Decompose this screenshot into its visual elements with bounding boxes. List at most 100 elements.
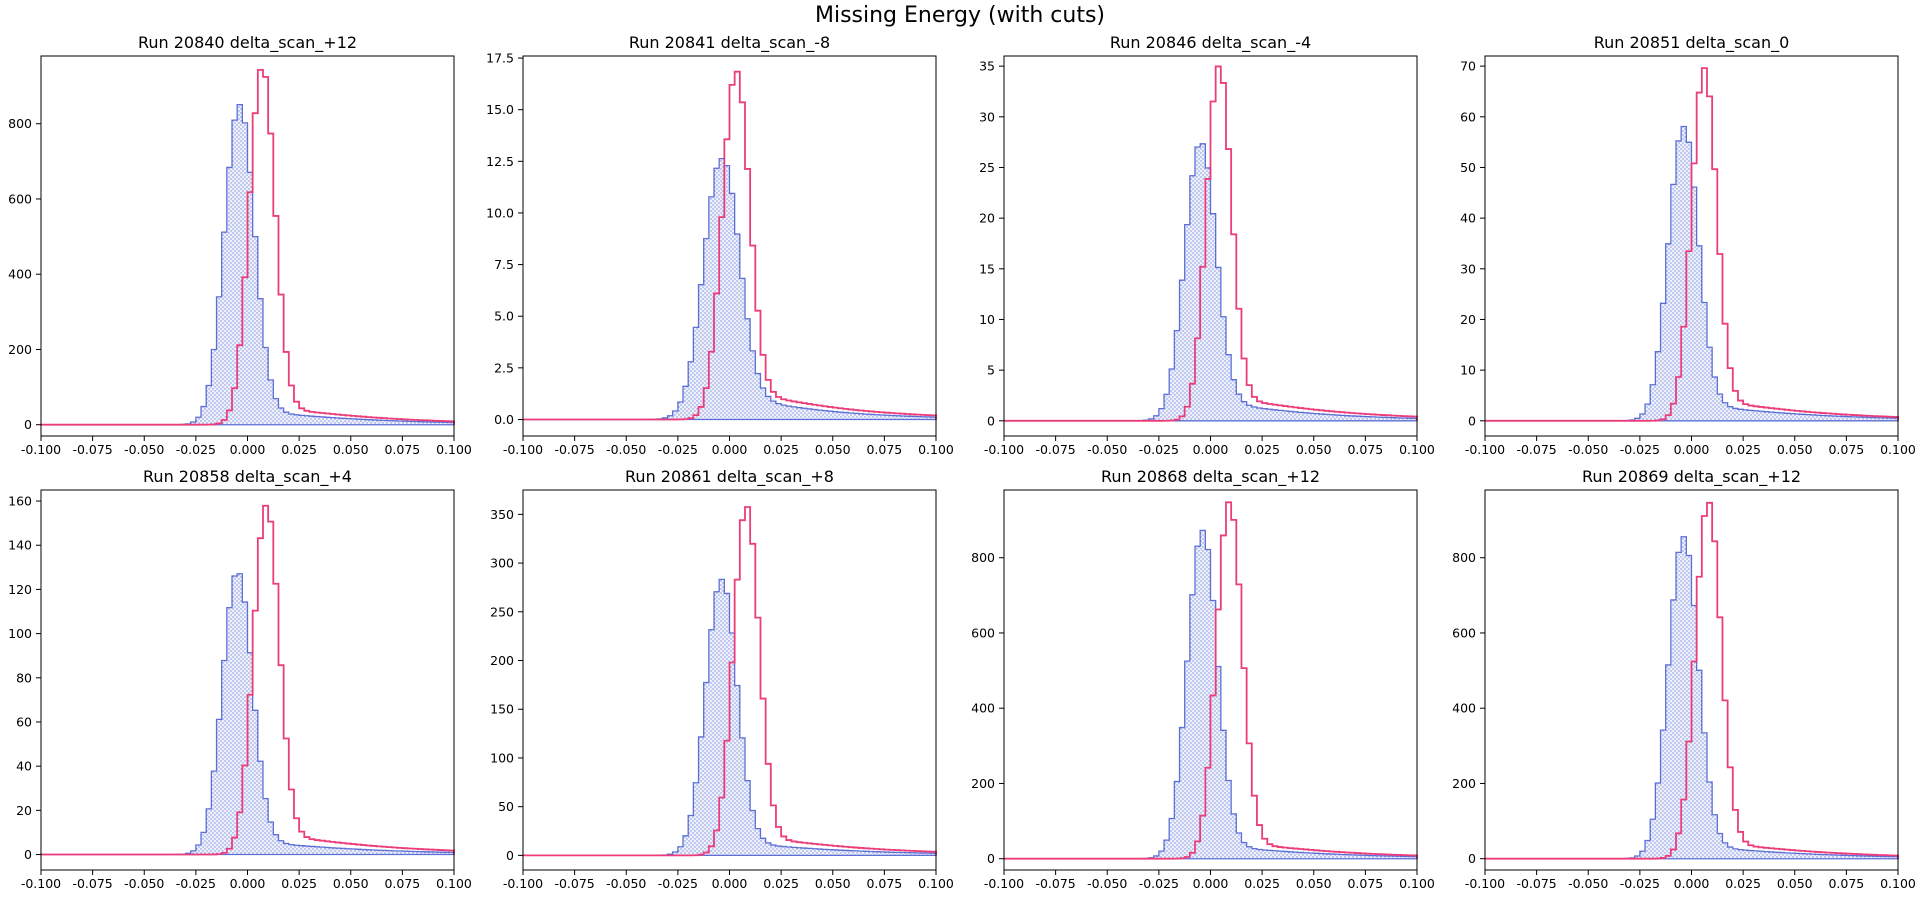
y-tick-label: 10	[979, 312, 995, 327]
x-tick-label: 0.025	[281, 876, 317, 891]
x-tick-label: -0.050	[1087, 876, 1127, 891]
x-tick-label: -0.025	[658, 876, 698, 891]
y-tick-label: 0	[987, 851, 995, 866]
x-tick-label: 0.100	[1880, 442, 1916, 457]
y-tick-label: 600	[971, 625, 995, 640]
y-tick-label: 0	[987, 413, 995, 428]
subplot-title: Run 20851 delta_scan_0	[1594, 33, 1790, 53]
x-tick-label: -0.100	[503, 876, 543, 891]
x-tick-label: 0.100	[1880, 876, 1916, 891]
y-tick-label: 160	[8, 494, 32, 509]
x-tick-label: 0.050	[1777, 876, 1813, 891]
subplot-title: Run 20840 delta_scan_+12	[138, 33, 357, 53]
x-tick-label: 0.000	[1193, 876, 1229, 891]
y-tick-label: 150	[490, 702, 514, 717]
x-tick-label: 0.075	[866, 876, 902, 891]
y-tick-label: 800	[1452, 550, 1476, 565]
x-tick-label: 0.075	[1828, 442, 1864, 457]
x-tick-label: -0.100	[1465, 442, 1505, 457]
x-tick-label: -0.100	[503, 442, 543, 457]
x-tick-label: -0.050	[1087, 442, 1127, 457]
x-tick-label: -0.075	[554, 876, 594, 891]
x-tick-label: 0.050	[815, 442, 851, 457]
y-tick-label: 50	[498, 799, 514, 814]
x-tick-label: 0.025	[1725, 876, 1761, 891]
x-tick-label: 0.025	[1244, 442, 1280, 457]
subplot-5: Run 20858 delta_scan_+4 -0.100 -0.075 -0.05…	[8, 467, 472, 891]
y-tick-label: 400	[8, 267, 32, 282]
y-tick-label: 25	[979, 160, 995, 175]
x-tick-label: 0.100	[1399, 442, 1435, 457]
y-tick-label: 30	[979, 109, 995, 124]
y-tick-label: 140	[8, 538, 32, 553]
histogram-filled-series	[1004, 143, 1418, 422]
x-tick-label: 0.000	[230, 876, 266, 891]
y-tick-label: 10.0	[486, 205, 514, 220]
x-tick-label: 0.050	[1777, 442, 1813, 457]
x-tick-label: -0.075	[554, 442, 594, 457]
y-tick-label: 200	[490, 653, 514, 668]
y-tick-label: 12.5	[486, 154, 514, 169]
x-tick-label: 0.100	[918, 442, 954, 457]
subplot-7: Run 20868 delta_scan_+12 -0.100 -0.075 -0.0…	[971, 467, 1435, 891]
x-tick-label: -0.100	[1465, 876, 1505, 891]
x-tick-label: 0.100	[436, 442, 472, 457]
y-tick-label: 0	[506, 848, 514, 863]
x-tick-label: -0.025	[176, 442, 216, 457]
x-tick-label: -0.100	[21, 442, 61, 457]
histogram-step-series	[522, 70, 937, 421]
x-tick-label: 0.050	[333, 442, 369, 457]
subplot-title: Run 20858 delta_scan_+4	[143, 467, 352, 487]
y-tick-label: 0	[1468, 413, 1476, 428]
y-tick-label: 600	[1452, 625, 1476, 640]
x-tick-label: 0.025	[1244, 876, 1280, 891]
x-tick-label: -0.050	[606, 876, 646, 891]
x-tick-label: -0.050	[606, 442, 646, 457]
histogram-step-series	[1485, 67, 1899, 422]
x-tick-label: 0.000	[712, 442, 748, 457]
y-tick-label: 17.5	[486, 51, 514, 66]
y-tick-label: 600	[8, 191, 32, 206]
subplot-1: Run 20840 delta_scan_+12 -0.100 -0.075 -0.0…	[8, 33, 472, 457]
y-tick-label: 2.5	[494, 360, 514, 375]
x-tick-label: 0.000	[1193, 442, 1229, 457]
subplot-4: Run 20851 delta_scan_0 -0.100 -0.075 -0.050…	[1460, 33, 1916, 457]
x-tick-label: -0.050	[1568, 876, 1608, 891]
y-tick-label: 400	[971, 701, 995, 716]
x-tick-label: -0.075	[1035, 442, 1075, 457]
y-tick-label: 60	[1460, 109, 1476, 124]
x-tick-label: -0.025	[1620, 442, 1660, 457]
y-tick-label: 800	[971, 550, 995, 565]
x-tick-label: -0.100	[984, 876, 1024, 891]
x-tick-label: 0.050	[1296, 876, 1332, 891]
x-tick-label: -0.050	[1568, 442, 1608, 457]
y-tick-label: 0.0	[494, 412, 514, 427]
y-tick-label: 15	[979, 261, 995, 276]
x-tick-label: -0.075	[72, 876, 112, 891]
y-tick-label: 350	[490, 507, 514, 522]
x-tick-label: -0.075	[72, 442, 112, 457]
y-tick-label: 20	[16, 803, 32, 818]
subplot-6: Run 20861 delta_scan_+8 -0.100 -0.075 -0.05…	[490, 467, 954, 891]
x-tick-label: 0.050	[815, 876, 851, 891]
x-tick-label: 0.025	[763, 876, 799, 891]
y-tick-label: 5.0	[494, 309, 514, 324]
x-tick-label: -0.025	[658, 442, 698, 457]
y-tick-label: 5	[987, 363, 995, 378]
histogram-step-series	[1484, 501, 1899, 860]
x-tick-label: 0.100	[918, 876, 954, 891]
subplot-title: Run 20841 delta_scan_-8	[629, 33, 830, 53]
y-tick-label: 30	[1460, 261, 1476, 276]
x-tick-label: 0.025	[1725, 442, 1761, 457]
histogram-step-series	[522, 506, 937, 857]
subplot-2: Run 20841 delta_scan_-8 -0.100 -0.075 -0.05…	[486, 33, 954, 457]
x-tick-label: 0.075	[384, 442, 420, 457]
y-tick-label: 100	[8, 626, 32, 641]
x-tick-label: 0.000	[1674, 442, 1710, 457]
x-tick-label: -0.075	[1516, 876, 1556, 891]
y-tick-label: 20	[979, 211, 995, 226]
x-tick-label: -0.050	[124, 876, 164, 891]
histogram-filled-series	[522, 157, 937, 421]
x-tick-label: 0.050	[333, 876, 369, 891]
